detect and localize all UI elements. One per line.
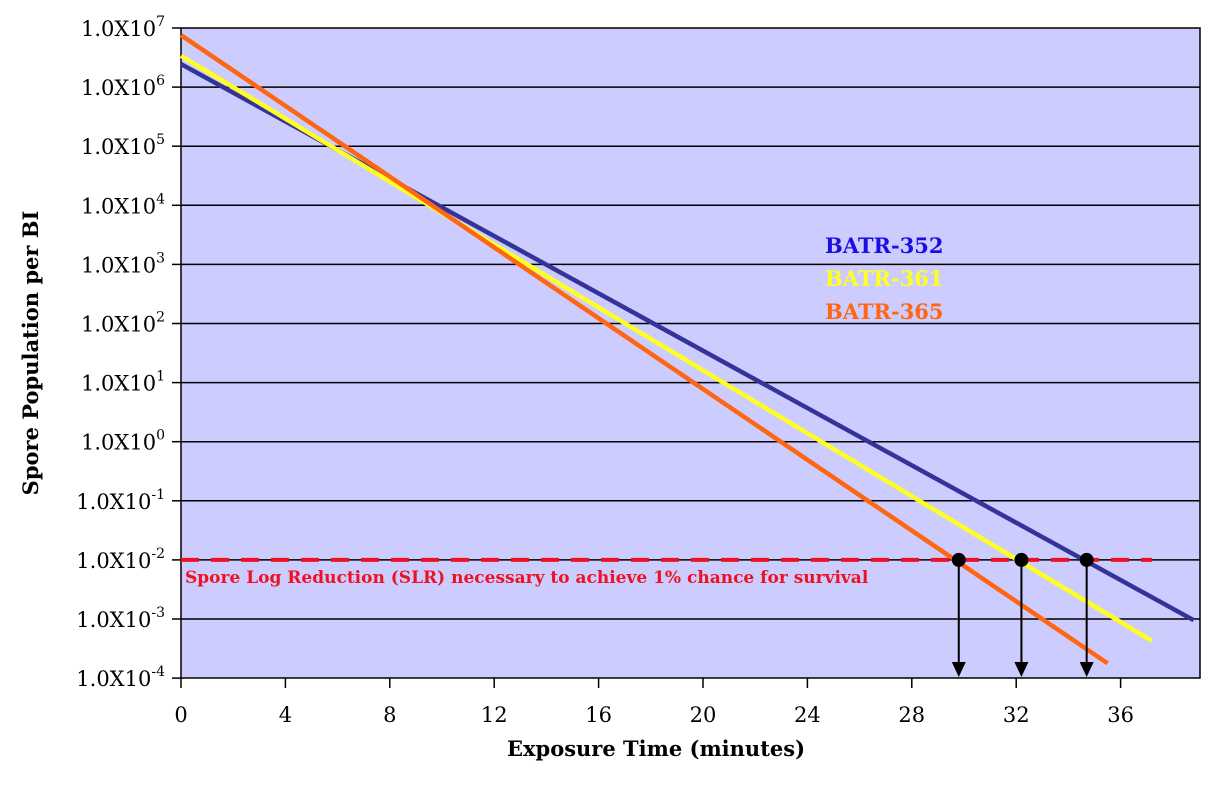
y-tick-label: 1.0X101: [81, 369, 165, 396]
intersection-point: [951, 552, 966, 567]
intersection-point: [1014, 552, 1029, 567]
y-axis-label: Spore Population per BI: [18, 211, 43, 496]
y-tick-label: 1.0X105: [81, 132, 165, 159]
arrow-head-icon: [1014, 662, 1029, 677]
y-tick-label: 1.0X10-2: [76, 546, 165, 573]
y-tick-label: 1.0X100: [81, 428, 165, 455]
intersection-point: [1079, 552, 1094, 567]
series-line-batr-361: [179, 53, 1154, 643]
x-tick-label: 12: [481, 703, 508, 727]
y-tick-label: 1.0X10-3: [76, 605, 165, 632]
threshold-label: Spore Log Reduction (SLR) necessary to a…: [185, 568, 869, 588]
x-tick-label: 20: [690, 703, 717, 727]
arrow-head-icon: [1079, 662, 1094, 677]
x-tick-label: 4: [279, 703, 292, 727]
x-tick-label: 0: [174, 703, 187, 727]
x-tick-label: 24: [794, 703, 821, 727]
legend-label: BATR-352: [825, 233, 944, 258]
y-tick-label: 1.0X10-1: [76, 487, 165, 514]
x-tick-label: 32: [1003, 703, 1030, 727]
x-tick-label: 16: [585, 703, 612, 727]
arrow-head-icon: [951, 662, 966, 677]
y-tick-label: 1.0X102: [81, 310, 165, 337]
y-tick-label: 1.0X104: [81, 191, 165, 218]
y-tick-label: 1.0X106: [81, 73, 165, 100]
y-tick-label: 1.0X107: [81, 14, 165, 41]
x-axis-label: Exposure Time (minutes): [507, 736, 805, 761]
y-tick-label: 1.0X10-4: [76, 664, 165, 691]
y-tick-label: 1.0X103: [81, 250, 165, 277]
x-tick-label: 28: [898, 703, 925, 727]
x-tick-label: 36: [1107, 703, 1134, 727]
x-tick-label: 8: [383, 703, 396, 727]
legend-label: BATR-365: [825, 299, 944, 324]
legend-label: BATR-361: [825, 266, 944, 291]
